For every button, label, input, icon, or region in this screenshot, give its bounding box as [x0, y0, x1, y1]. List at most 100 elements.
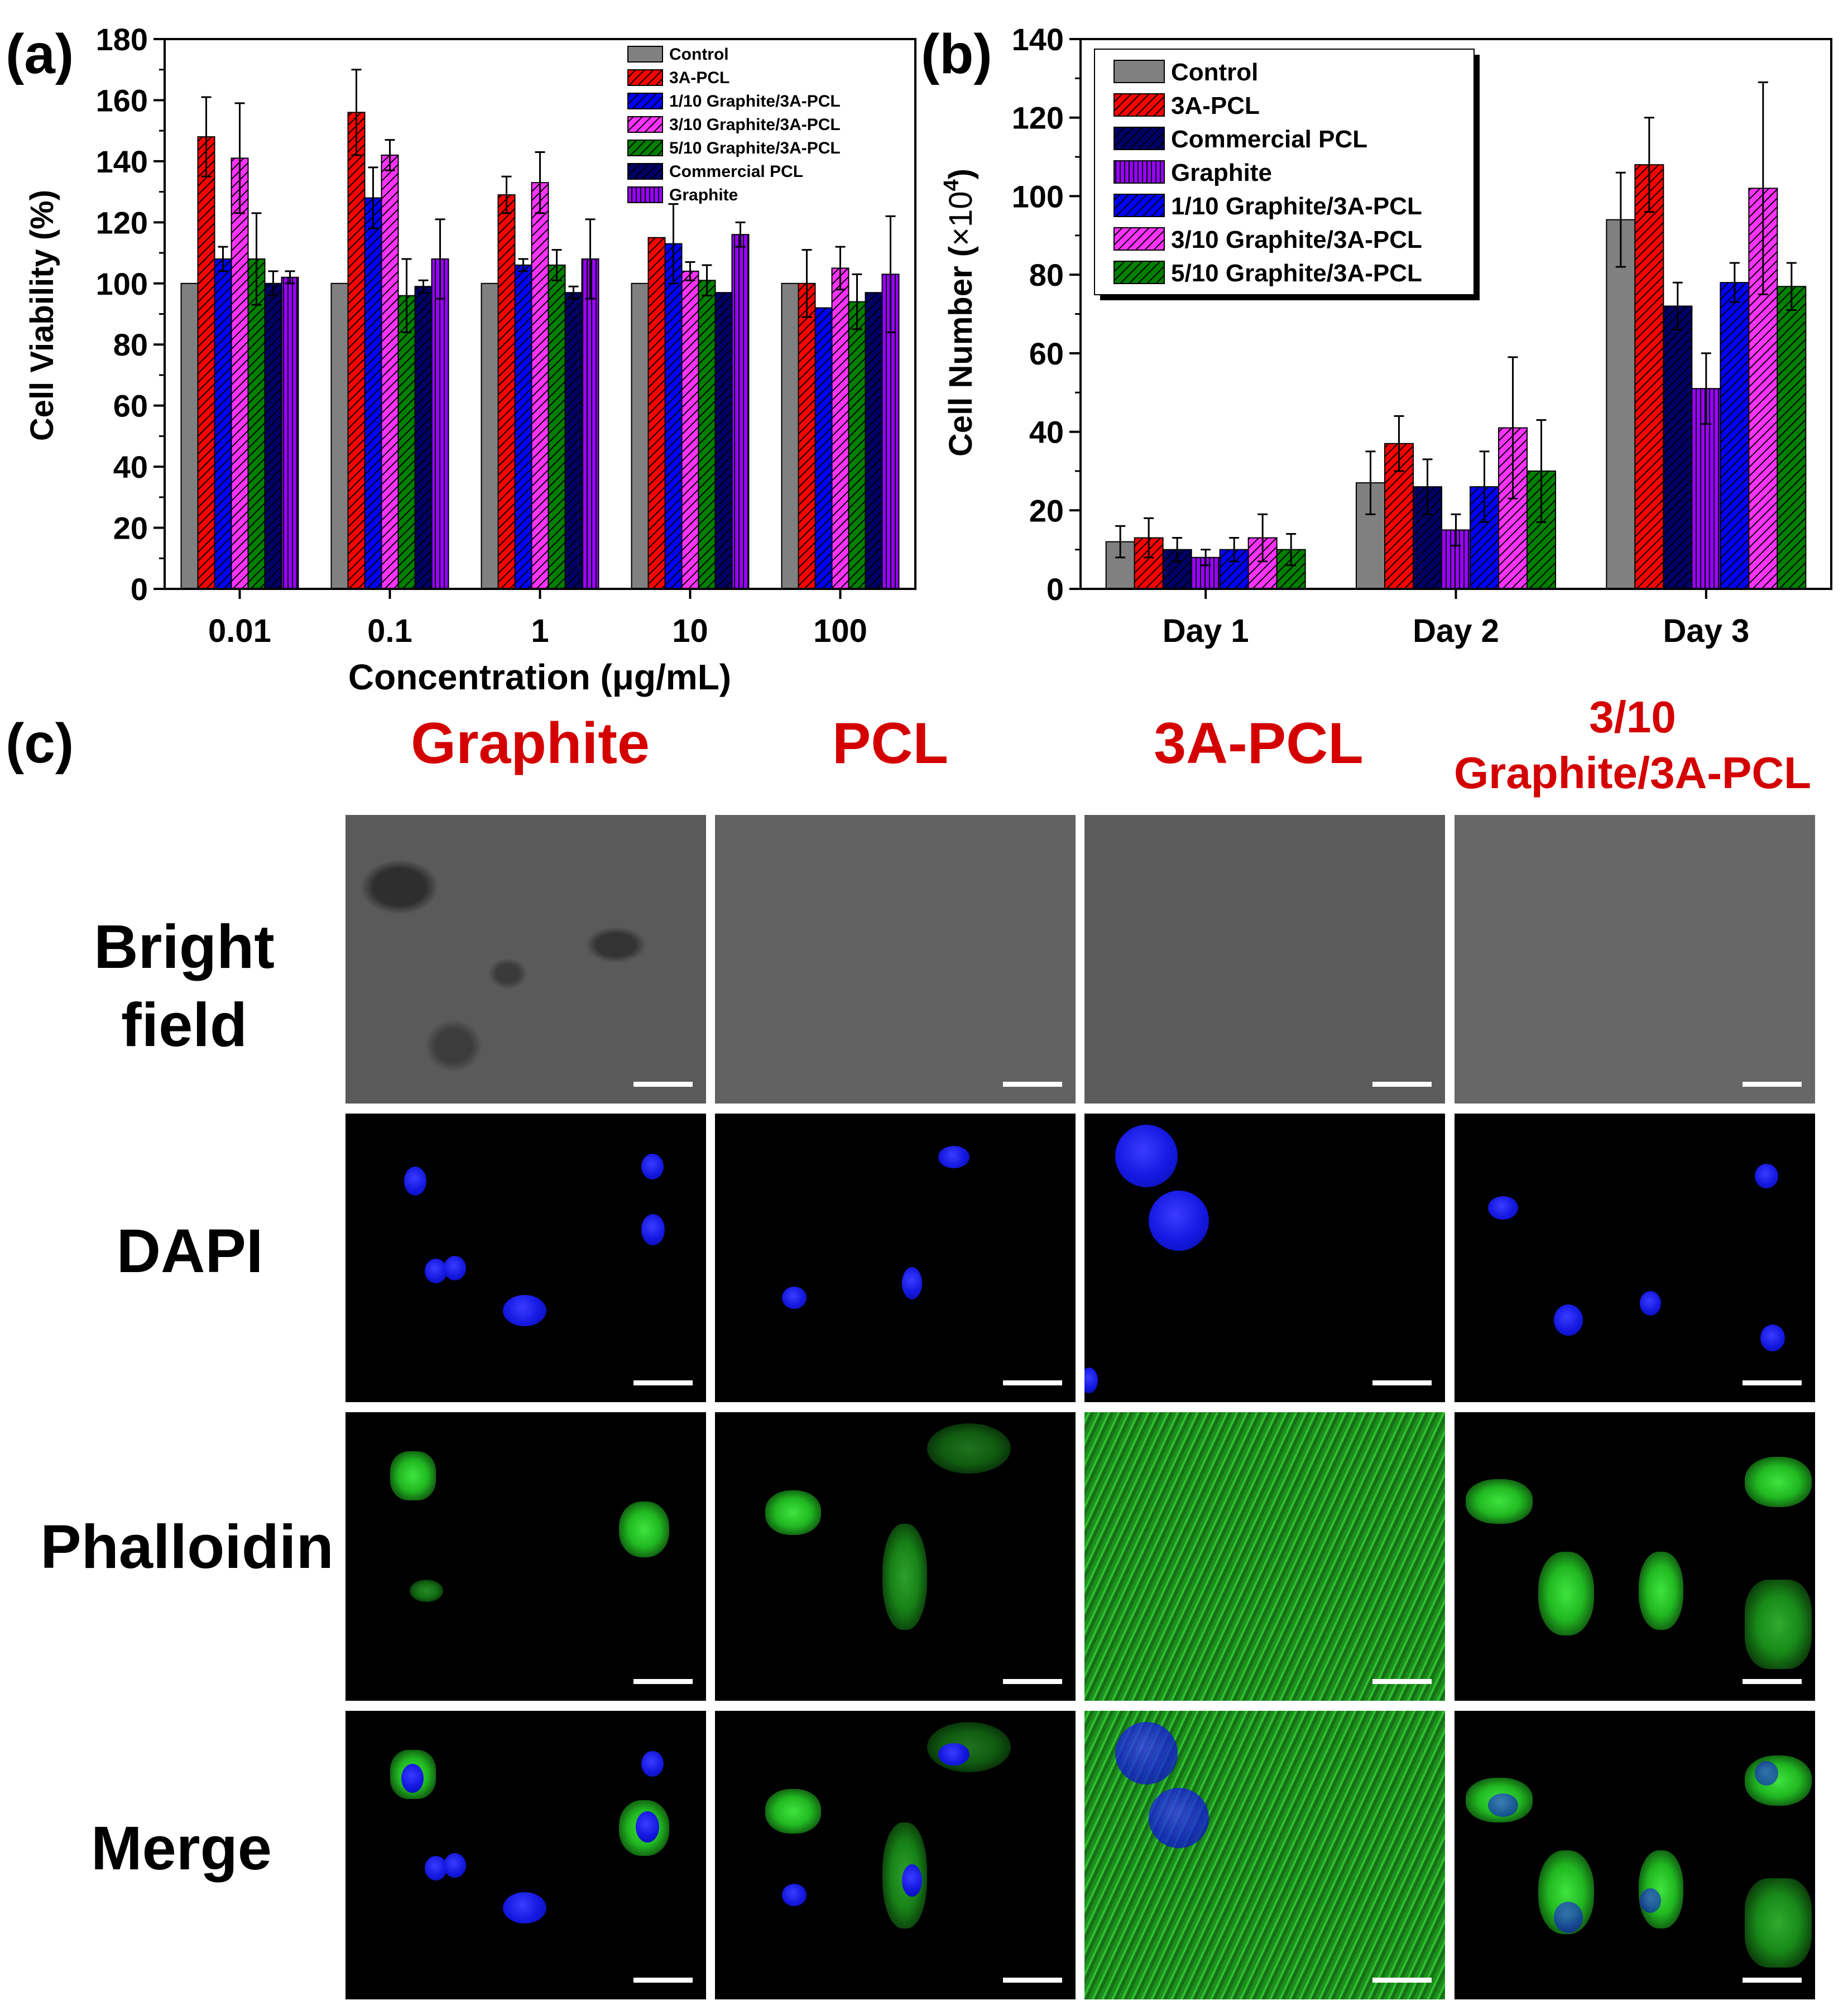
legend-swatch-graphite [627, 186, 663, 203]
error-bar-3a-pcl-day-1 [1144, 517, 1154, 559]
legend-label-3-10-graphite-3a-pcl: 3/10 Graphite/3A-PCL [1171, 226, 1422, 253]
legend-label-commercial-pcl: Commercial PCL [669, 162, 803, 181]
error-bar-commercial-pcl-0-1 [418, 279, 429, 294]
bar-5-10-graphite-3a-pcl-0-1 [397, 295, 416, 589]
panel-label-b: (b) [921, 23, 992, 85]
bar-control-1 [481, 282, 499, 589]
error-bar-3a-pcl-day-3 [1644, 117, 1654, 213]
column-header-pcl: PCL [832, 711, 948, 776]
bar-commercial-pcl-day-3 [1663, 305, 1693, 590]
error-bar-3-10-graphite-3a-pcl-0-1 [385, 139, 395, 171]
error-bar-1-10-graphite-3a-pcl-day-3 [1729, 262, 1740, 303]
panel-label-a: (a) [6, 23, 74, 85]
row-header-bright-field-line2: field [121, 991, 248, 1059]
x-tick-label-10: 10 [672, 613, 708, 649]
error-bar-control-day-2 [1365, 450, 1376, 515]
bar-commercial-pcl-0-1 [414, 286, 433, 589]
panel-label-c: (c) [6, 712, 74, 775]
column-header-3-10-graphite-3a-pcl-line1: 3/10 [1589, 692, 1676, 742]
bar-3-10-graphite-3a-pcl-10 [681, 270, 699, 589]
error-bar-3-10-graphite-3a-pcl-day-1 [1257, 513, 1268, 563]
bar-graphite-10 [731, 234, 750, 589]
x-tick-label-day-1: Day 1 [1163, 613, 1249, 649]
column-header-graphite: Graphite [411, 711, 650, 776]
legend-label-1-10-graphite-3a-pcl: 1/10 Graphite/3A-PCL [669, 92, 841, 111]
legend-label-control: Control [669, 45, 729, 64]
micrograph-brightfield-graphite [345, 815, 706, 1104]
y-tick-label-0: 0 [1047, 572, 1064, 607]
legend-label-graphite: Graphite [1171, 159, 1272, 186]
y-tick-label-180: 180 [96, 22, 148, 57]
legend-label-commercial-pcl: Commercial PCL [1171, 126, 1367, 153]
error-bar-3a-pcl-1 [501, 175, 512, 214]
bar-3-10-graphite-3a-pcl-day-3 [1748, 188, 1778, 590]
bar-graphite-1 [581, 258, 599, 589]
error-bar-3-10-graphite-3a-pcl-0-01 [234, 102, 245, 214]
micrograph-dapi-graphite [345, 1114, 706, 1402]
micrograph-merge-pcl [715, 1711, 1076, 1999]
error-bar-1-10-graphite-3a-pcl-0-01 [218, 246, 228, 272]
error-bar-5-10-graphite-3a-pcl-day-2 [1536, 419, 1547, 523]
legend-label-3a-pcl: 3A-PCL [669, 69, 729, 87]
y-tick-label-40: 40 [1029, 415, 1064, 450]
legend-label-3-10-graphite-3a-pcl: 3/10 Graphite/3A-PCL [669, 116, 841, 134]
row-header-phalloidin: Phalloidin [40, 1513, 334, 1581]
bar-commercial-pcl-1 [564, 292, 583, 589]
micrograph-dapi-3-10-graphite-3a-pcl [1455, 1114, 1815, 1402]
bar-5-10-graphite-3a-pcl-100 [848, 301, 866, 589]
row-header-bright-field-line1: Bright [94, 913, 275, 981]
bar-3-10-graphite-3a-pcl-0-1 [381, 154, 399, 589]
y-tick-label-20: 20 [1029, 493, 1064, 528]
bar-5-10-graphite-3a-pcl-1 [548, 264, 566, 589]
micrograph-brightfield-3-10-graphite-3a-pcl [1455, 815, 1815, 1104]
error-bar-commercial-pcl-day-2 [1422, 458, 1433, 515]
error-bar-graphite-1 [585, 218, 596, 300]
bar-3a-pcl-day-3 [1634, 164, 1664, 589]
bar-1-10-graphite-3a-pcl-10 [664, 243, 683, 589]
error-bar-3-10-graphite-3a-pcl-1 [535, 151, 545, 214]
micrograph-phalloidin-graphite [345, 1412, 706, 1701]
cell-number-chart: Day 1 Day 2 Day 3 0 20 40 60 80 100 120 140 Control… [940, 22, 1832, 649]
error-bar-5-10-graphite-3a-pcl-day-3 [1786, 262, 1797, 311]
bar-5-10-graphite-3a-pcl-day-3 [1777, 286, 1807, 589]
legend-swatch-5-10-graphite-3a-pcl [627, 140, 663, 156]
micrograph-brightfield-pcl [715, 815, 1076, 1104]
error-bar-graphite-100 [885, 215, 896, 333]
y-tick-label-80: 80 [113, 327, 148, 362]
legend-swatch-3a-pcl [1113, 93, 1165, 117]
x-tick-label-day-2: Day 2 [1413, 613, 1499, 649]
legend: Control 3A-PCL Commercial PCL Graphite 1/10 … [1094, 49, 1480, 300]
error-bar-5-10-graphite-3a-pcl-10 [702, 264, 712, 297]
legend-label-5-10-graphite-3a-pcl: 5/10 Graphite/3A-PCL [669, 139, 841, 157]
y-tick-label-120: 120 [96, 205, 148, 240]
legend-swatch-commercial-pcl [1113, 127, 1165, 150]
column-header-3-10-graphite-3a-pcl-line2: Graphite/3A-PCL [1453, 748, 1812, 798]
error-bar-5-10-graphite-3a-pcl-100 [852, 273, 862, 330]
micrograph-dapi-3a-pcl [1084, 1114, 1445, 1402]
micrograph-phalloidin-3a-pcl [1084, 1412, 1445, 1701]
bar-1-10-graphite-3a-pcl-day-3 [1720, 282, 1750, 589]
legend-swatch-graphite [1113, 160, 1165, 184]
bar-5-10-graphite-3a-pcl-10 [698, 280, 716, 589]
legend-label-graphite: Graphite [669, 186, 738, 204]
micrograph-merge-3-10-graphite-3a-pcl [1455, 1711, 1815, 1999]
error-bar-3a-pcl-day-2 [1394, 415, 1404, 472]
micrograph-brightfield-3a-pcl [1084, 815, 1445, 1104]
bar-commercial-pcl-10 [714, 292, 733, 589]
y-tick-label-20: 20 [113, 511, 148, 546]
y-tick-label-100: 100 [1012, 179, 1064, 214]
bar-1-10-graphite-3a-pcl-0-01 [214, 258, 232, 589]
error-bar-5-10-graphite-3a-pcl-1 [551, 249, 562, 281]
bar-1-10-graphite-3a-pcl-0-1 [364, 197, 382, 589]
error-bar-graphite-day-1 [1201, 549, 1211, 567]
y-tick-label-80: 80 [1029, 257, 1064, 292]
micrograph-phalloidin-3-10-graphite-3a-pcl [1455, 1412, 1815, 1701]
x-tick-label-100: 100 [813, 613, 867, 649]
legend: Control 3A-PCL 1/10 Graphite/3A-PCL 3/10 Gr… [627, 45, 841, 204]
bar-control-day-3 [1606, 219, 1636, 589]
bar-1-10-graphite-3a-pcl-1 [514, 264, 532, 589]
row-header-dapi: DAPI [116, 1217, 263, 1285]
legend-swatch-control [1113, 60, 1165, 83]
y-tick-label-160: 160 [96, 83, 148, 118]
error-bar-control-day-3 [1615, 171, 1626, 268]
